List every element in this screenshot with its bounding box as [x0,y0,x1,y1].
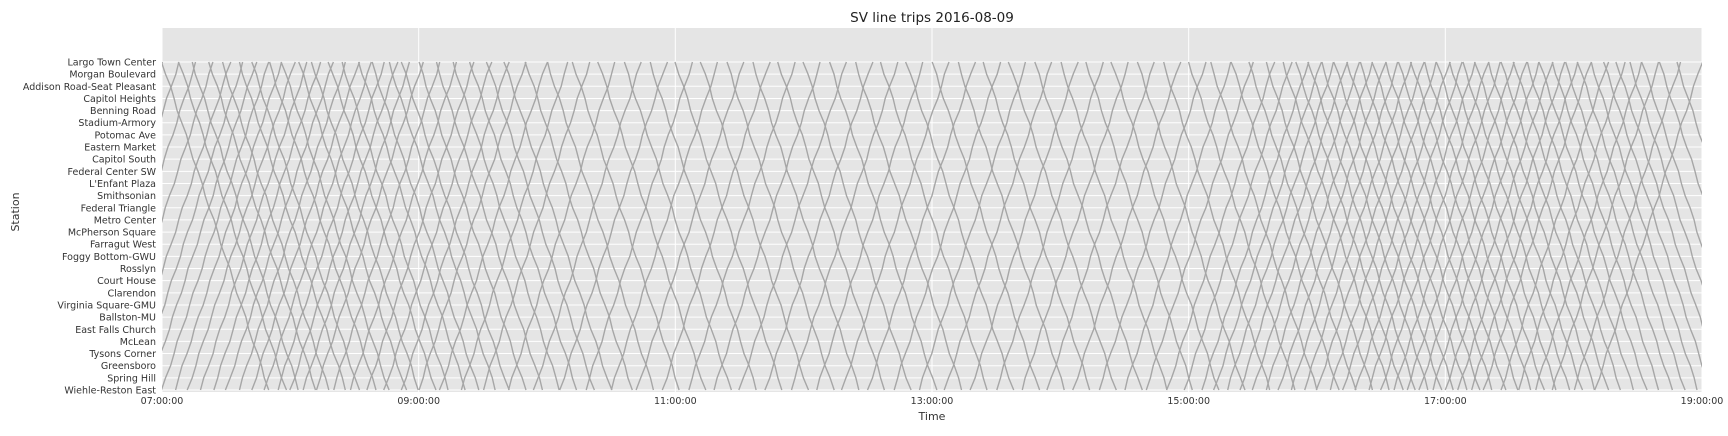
y-tick-label: Capitol Heights [83,94,156,105]
y-tick-label: McPherson Square [68,228,156,239]
y-tick-label: Capitol South [92,155,156,166]
y-tick-label: Smithsonian [97,191,156,202]
y-tick-label: Federal Triangle [81,203,157,214]
y-tick-label: Federal Center SW [68,167,157,178]
y-tick-label: Greensboro [101,361,156,372]
x-tick-label: 15:00:00 [1167,396,1210,407]
y-tick-label: Largo Town Center [67,58,156,69]
y-axis-label: Station [9,192,22,231]
y-tick-label: Rosslyn [120,264,156,275]
x-axis-ticks: 07:00:00 09:00:00 11:00:00 13:00:00 15:00:00… [141,396,1724,407]
x-tick-label: 13:00:00 [911,396,954,407]
x-tick-label: 19:00:00 [1681,396,1724,407]
y-tick-label: Metro Center [94,215,156,226]
x-axis-label: Time [918,410,946,423]
x-tick-label: 17:00:00 [1424,396,1467,407]
y-tick-label: Tysons Corner [88,349,156,360]
y-tick-label: Eastern Market [84,143,156,154]
y-tick-label: Potomac Ave [95,130,157,141]
x-tick-label: 11:00:00 [654,396,697,407]
y-tick-label: Stadium-Armory [78,118,156,129]
y-tick-label: Clarendon [107,288,156,299]
y-tick-label: Foggy Bottom-GWU [62,252,156,263]
y-tick-label: Farragut West [90,240,156,251]
y-tick-label: Wiehle-Reston East [64,386,156,397]
y-tick-label: Morgan Boulevard [69,70,156,81]
y-tick-label: Ballston-MU [99,313,156,324]
y-tick-label: Court House [97,276,156,287]
y-tick-label: Virginia Square-GMU [57,300,156,311]
x-tick-label: 09:00:00 [397,396,440,407]
chart-title: SV line trips 2016-08-09 [850,10,1014,26]
y-tick-label: McLean [120,337,156,348]
y-tick-label: L'Enfant Plaza [89,179,156,190]
y-tick-label: Addison Road-Seat Pleasant [23,82,156,93]
y-tick-label: Benning Road [90,106,156,117]
y-tick-label: East Falls Church [75,325,156,336]
x-tick-label: 07:00:00 [141,396,184,407]
y-tick-label: Spring Hill [107,373,156,384]
